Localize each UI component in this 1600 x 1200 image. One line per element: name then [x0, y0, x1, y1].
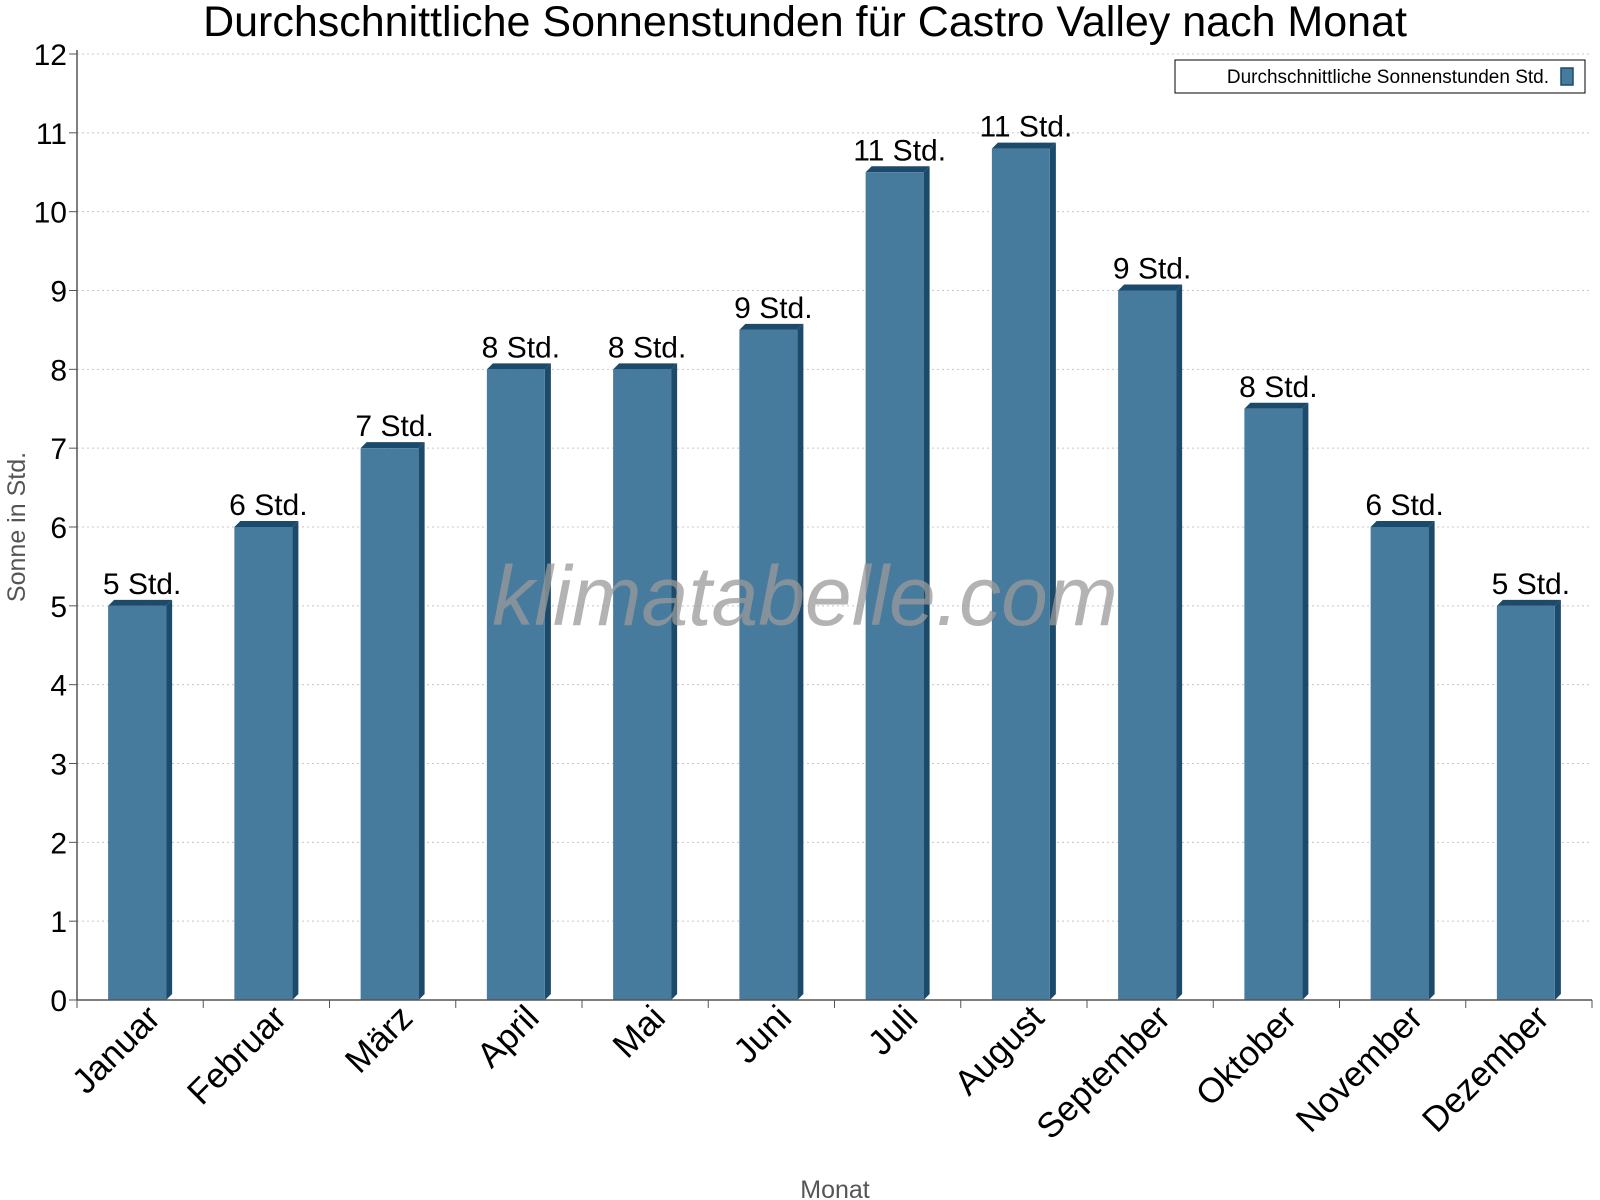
y-tick-label: 9 [50, 276, 67, 309]
bar-top [108, 599, 173, 606]
bar-top [613, 363, 678, 370]
y-tick-label: 2 [50, 827, 67, 860]
x-tick-label: April [469, 998, 546, 1075]
bar-side [923, 166, 930, 1000]
bar-top [1118, 284, 1183, 291]
data-label: 5 Std. [103, 568, 181, 601]
bar-side [1302, 402, 1309, 1000]
bar [739, 329, 798, 1001]
bar-top [1496, 599, 1561, 606]
bar-top [865, 166, 930, 173]
chart-title: Durchschnittliche Sonnenstunden für Cast… [203, 0, 1407, 46]
bar-top [486, 363, 551, 370]
x-tick-label: Juni [726, 998, 799, 1071]
x-tick-label: November [1289, 998, 1431, 1140]
x-tick-label: Dezember [1415, 998, 1557, 1140]
bar [1370, 527, 1429, 1000]
y-tick-label: 3 [50, 749, 67, 782]
bar-side [166, 599, 173, 1000]
bars [108, 142, 1561, 1001]
bar-side [1176, 284, 1183, 1000]
data-labels: 5 Std. 6 Std. 7 Std. 8 Std. 8 Std. 9 Std. 11 S… [103, 111, 1570, 601]
x-tick-label: September [1029, 998, 1178, 1147]
data-label: 6 Std. [229, 489, 307, 522]
bar-top [991, 142, 1056, 149]
data-label: 9 Std. [734, 292, 812, 325]
bar-top [234, 521, 299, 527]
y-tick-label: 8 [50, 354, 67, 387]
bar [1496, 605, 1555, 1000]
y-tick-label: 7 [50, 433, 67, 466]
bar [613, 369, 672, 1000]
x-tick-label: Januar [65, 998, 168, 1101]
y-tick-label: 1 [50, 906, 67, 939]
bar [234, 527, 293, 1000]
x-tick-label: August [947, 998, 1052, 1103]
x-axis-label: Monat [800, 1176, 870, 1200]
bar-side [671, 363, 678, 1000]
gridlines [77, 53, 1592, 922]
axes [76, 50, 1592, 1001]
legend-box [1174, 59, 1586, 94]
bar [486, 369, 545, 1000]
x-tick-label: Februar [180, 998, 294, 1112]
data-label: 9 Std. [1113, 253, 1191, 286]
data-label: 11 Std. [979, 111, 1072, 144]
data-label: 11 Std. [853, 134, 946, 167]
data-label: 6 Std. [1365, 489, 1443, 522]
data-label: 7 Std. [355, 410, 433, 443]
y-tick-label: 4 [50, 670, 67, 703]
x-tick-label: Oktober [1188, 998, 1304, 1114]
bar-side [1554, 599, 1561, 1000]
y-tick-label: 10 [34, 197, 67, 230]
data-label: 5 Std. [1492, 568, 1570, 601]
y-axis-label: Sonne in Std. [3, 452, 31, 602]
data-label: 8 Std. [1239, 371, 1317, 404]
watermark: klimatabelle.com [492, 549, 1118, 643]
y-tick-label: 11 [36, 118, 67, 151]
bar [1118, 290, 1177, 1000]
x-tick-label: Mai [605, 998, 672, 1065]
bar [991, 148, 1050, 1001]
bar [108, 605, 167, 1000]
bar-side [544, 363, 551, 1000]
x-tick-label: Juli [861, 998, 926, 1063]
y-tick-label: 5 [50, 591, 67, 624]
bar-top [360, 442, 425, 449]
data-label: 8 Std. [482, 331, 560, 364]
bar [360, 448, 419, 1001]
legend-label: Durchschnittliche Sonnenstunden Std. [1227, 67, 1549, 88]
bar-side [418, 442, 425, 1001]
y-tick-label: 0 [50, 985, 67, 1018]
legend-swatch [1560, 67, 1574, 86]
bar-top [739, 323, 804, 330]
y-tick-label: 12 [34, 39, 67, 72]
bar-top [1244, 402, 1309, 409]
x-tick-label: März [338, 998, 421, 1081]
bar [865, 172, 924, 1000]
legend: Durchschnittliche Sonnenstunden Std. [1174, 59, 1586, 94]
bar-side [1428, 521, 1435, 1000]
bar [1244, 408, 1303, 1000]
y-tick-label: 6 [50, 512, 67, 545]
bar-side [797, 323, 804, 1001]
x-axis-ticks: Januar Februar März April Mai Juni Juli AugustS… [65, 998, 1593, 1147]
bar-side [1049, 142, 1056, 1001]
bar-side [292, 521, 299, 1000]
bar-top [1370, 521, 1435, 527]
data-label: 8 Std. [608, 331, 686, 364]
